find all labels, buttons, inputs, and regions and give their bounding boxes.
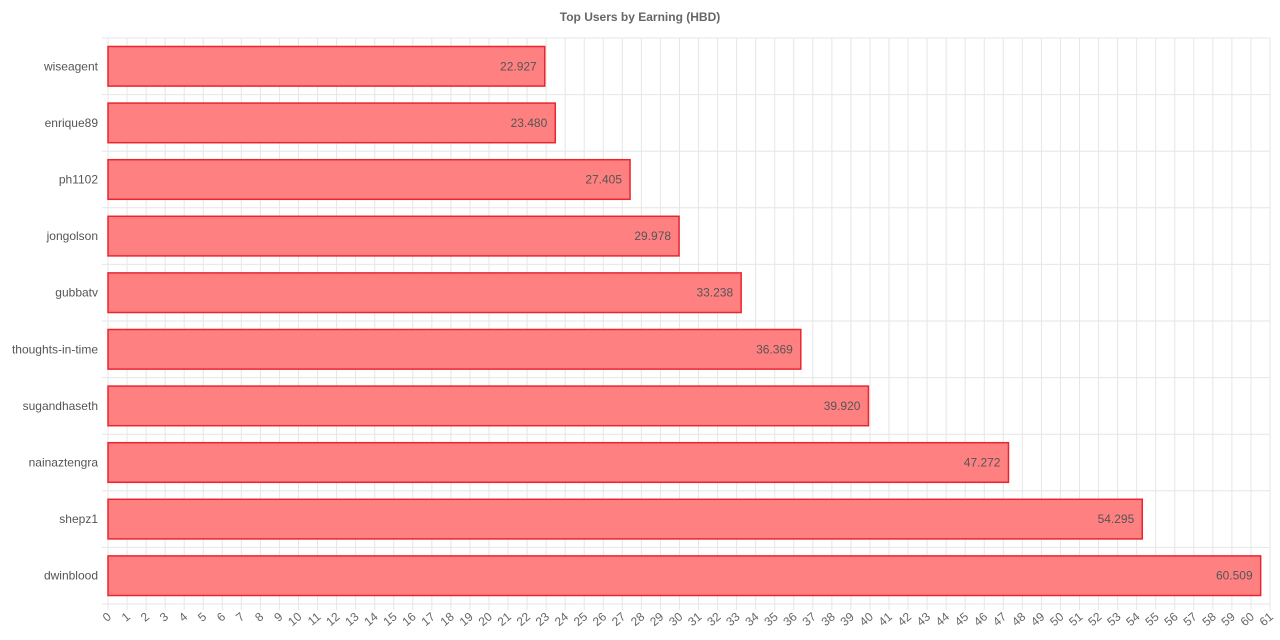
bar	[107, 441, 1010, 484]
category-label: shepz1	[59, 512, 98, 526]
x-tick-label: 30	[666, 609, 685, 629]
x-tick-label: 9	[271, 609, 285, 624]
x-tick-label: 45	[952, 609, 971, 629]
bar-value-label: 33.238	[696, 286, 733, 300]
x-tick-label: 55	[1142, 609, 1161, 629]
x-tick-label: 43	[914, 609, 933, 629]
x-tick-label: 46	[971, 609, 990, 629]
x-tick-label: 51	[1066, 609, 1085, 629]
category-label: enrique89	[45, 116, 99, 130]
x-tick-label: 58	[1200, 609, 1219, 629]
x-tick-label: 26	[590, 609, 609, 629]
x-tick-label: 15	[380, 609, 399, 629]
bars: 22.927 23.480 27.405 29.978 33.238 36.369 39.9…	[107, 45, 1262, 597]
x-tick-label: 50	[1047, 609, 1066, 629]
x-tick-label: 17	[419, 609, 438, 629]
x-tick-label: 10	[285, 609, 304, 629]
x-tick-label: 19	[457, 609, 476, 629]
category-label: jongolson	[46, 229, 98, 243]
x-tick-label: 34	[742, 609, 761, 629]
category-label: gubbatv	[55, 286, 98, 300]
x-tick-label: 28	[628, 609, 647, 629]
x-tick-label: 24	[552, 609, 571, 629]
x-tick-label: 23	[533, 609, 552, 629]
x-tick-label: 4	[176, 609, 190, 624]
bar	[107, 385, 870, 427]
x-tick-label: 27	[609, 609, 628, 629]
x-tick-label: 57	[1180, 609, 1199, 629]
bar-value-label: 23.480	[511, 116, 548, 130]
x-axis-ticks: 0 1 2 3 4 5 6 7 8 9 10 11 12 13 14 15 16 17 18 19 20 21 22 23 24…	[100, 609, 1276, 629]
x-tick-label: 35	[761, 609, 780, 629]
x-tick-label: 16	[399, 609, 418, 629]
x-tick-label: 12	[323, 609, 342, 629]
x-tick-label: 44	[933, 609, 952, 629]
x-tick-label: 13	[342, 609, 361, 629]
category-label: sugandhaseth	[23, 399, 98, 413]
x-tick-label: 11	[305, 609, 324, 628]
bar	[107, 45, 546, 87]
x-tick-label: 49	[1028, 609, 1047, 629]
x-tick-label: 59	[1219, 609, 1238, 629]
bar-value-label: 27.405	[585, 173, 622, 187]
bar-value-label: 47.272	[964, 456, 1001, 470]
x-tick-label: 36	[780, 609, 799, 629]
x-tick-label: 47	[990, 609, 1009, 629]
bar	[107, 158, 631, 201]
x-tick-label: 1	[119, 609, 133, 624]
x-tick-label: 41	[876, 609, 895, 629]
category-label: wiseagent	[43, 59, 99, 73]
x-tick-label: 61	[1257, 609, 1276, 629]
x-tick-label: 0	[100, 609, 114, 624]
x-tick-label: 2	[138, 609, 152, 624]
x-tick-label: 42	[895, 609, 914, 629]
bar-value-label: 36.369	[756, 342, 793, 356]
category-label: nainaztengra	[29, 456, 99, 470]
x-tick-label: 5	[195, 609, 209, 624]
x-tick-label: 29	[647, 609, 666, 629]
category-labels: wiseagent enrique89 ph1102 jongolson gubbatv…	[12, 59, 99, 582]
x-tick-label: 20	[476, 609, 495, 629]
bar-value-label: 22.927	[500, 59, 537, 73]
x-tick-label: 7	[233, 609, 247, 624]
bar	[107, 328, 802, 370]
x-tick-label: 48	[1009, 609, 1028, 629]
x-tick-label: 21	[495, 609, 514, 629]
x-tick-label: 32	[704, 609, 723, 629]
x-tick-label: 38	[819, 609, 838, 629]
chart-title: Top Users by Earning (HBD)	[559, 10, 721, 24]
bar	[107, 498, 1144, 540]
bar-value-label: 60.509	[1216, 569, 1253, 583]
x-tick-label: 39	[838, 609, 857, 629]
x-tick-label: 37	[800, 609, 819, 629]
bar-value-label: 39.920	[824, 399, 861, 413]
bar	[107, 272, 742, 314]
x-tick-label: 60	[1238, 609, 1257, 629]
x-tick-label: 6	[214, 609, 228, 624]
category-label: thoughts-in-time	[12, 342, 98, 356]
x-tick-label: 54	[1123, 609, 1142, 629]
bar	[107, 102, 557, 144]
bar-value-label: 54.295	[1098, 512, 1135, 526]
x-tick-label: 3	[157, 609, 171, 624]
x-tick-label: 53	[1104, 609, 1123, 629]
bar	[107, 215, 680, 257]
bar	[107, 555, 1262, 597]
category-label: dwinblood	[44, 569, 98, 583]
x-tick-label: 14	[361, 609, 380, 629]
x-tick-label: 56	[1161, 609, 1180, 629]
x-tick-label: 33	[723, 609, 742, 629]
x-tick-label: 31	[685, 609, 704, 629]
x-tick-label: 8	[252, 609, 266, 624]
bar-value-label: 29.978	[634, 229, 671, 243]
x-tick-label: 25	[571, 609, 590, 629]
x-tick-label: 18	[438, 609, 457, 629]
x-tick-label: 52	[1085, 609, 1104, 629]
x-tick-label: 40	[857, 609, 876, 629]
category-label: ph1102	[59, 173, 98, 187]
x-tick-label: 22	[514, 609, 533, 629]
